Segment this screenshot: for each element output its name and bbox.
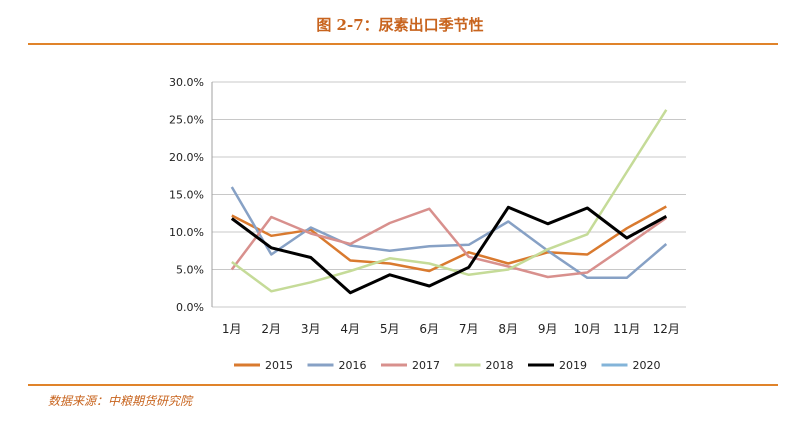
bottom-divider: [28, 384, 778, 386]
series-line-2019: [230, 205, 668, 295]
series-line-2017: [230, 207, 668, 279]
x-tick-label: 6月: [419, 322, 439, 336]
y-axis-ticks: 0.0% 5.0% 10.0% 15.0% 20.0% 25.0% 30.0%: [169, 76, 204, 314]
x-tick-label: 12月: [653, 322, 680, 336]
source-note: 数据来源：中粮期货研究院: [48, 394, 193, 408]
y-tick-label: 30.0%: [169, 76, 204, 89]
x-axis-ticks: 1月 2月 3月 4月 5月 6月 7月 8月 9月 10月 11月 12月: [222, 322, 680, 336]
x-tick-label: 1月: [222, 322, 242, 336]
y-tick-label: 0.0%: [176, 301, 204, 314]
y-tick-label: 20.0%: [169, 151, 204, 164]
legend-label-2019: 2019: [559, 359, 587, 372]
x-tick-label: 11月: [613, 322, 640, 336]
x-tick-label: 2月: [261, 322, 281, 336]
x-tick-label: 3月: [301, 322, 321, 336]
legend-label-2015: 2015: [265, 359, 293, 372]
x-tick-label: 9月: [538, 322, 558, 336]
page-title: 图 2-7：尿素出口季节性: [316, 16, 484, 34]
y-tick-label: 15.0%: [169, 189, 204, 202]
chart-legend: 2015 2016 2017 2018 2019 2020: [234, 359, 661, 372]
y-tick-label: 25.0%: [169, 114, 204, 127]
legend-label-2020: 2020: [633, 359, 661, 372]
top-divider: [28, 43, 778, 45]
x-tick-label: 4月: [340, 322, 360, 336]
x-tick-label: 10月: [574, 322, 601, 336]
series-line-2018: [231, 109, 668, 293]
x-tick-label: 7月: [459, 322, 479, 336]
legend-label-2017: 2017: [412, 359, 440, 372]
x-tick-label: 5月: [380, 322, 400, 336]
chart-series: [230, 109, 668, 295]
x-tick-label: 8月: [498, 322, 518, 336]
chart-grid: [211, 81, 686, 308]
line-chart: 0.0% 5.0% 10.0% 15.0% 20.0% 25.0% 30.0% 1月 2月 3月…: [169, 76, 686, 372]
legend-label-2016: 2016: [339, 359, 367, 372]
y-tick-label: 5.0%: [176, 264, 204, 277]
legend-label-2018: 2018: [486, 359, 514, 372]
series-line-2015: [231, 205, 667, 273]
y-tick-label: 10.0%: [169, 226, 204, 239]
